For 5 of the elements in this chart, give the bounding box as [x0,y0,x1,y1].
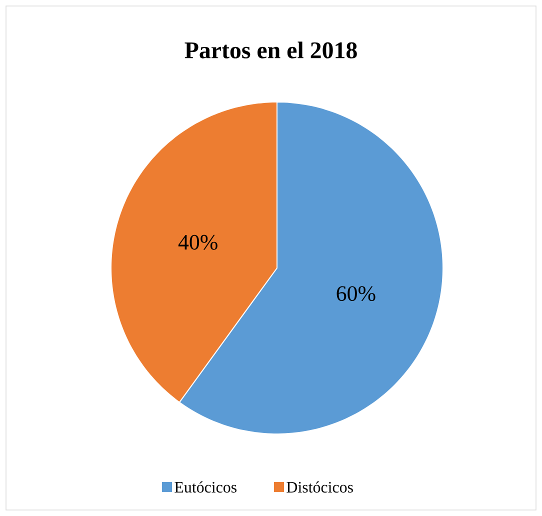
data-label: 40% [178,234,218,250]
data-label: 60% [336,286,376,302]
legend-label: Distócicos [286,481,353,493]
legend-label: Eutócicos [174,481,236,493]
chart-title: Partos en el 2018 [184,42,357,58]
